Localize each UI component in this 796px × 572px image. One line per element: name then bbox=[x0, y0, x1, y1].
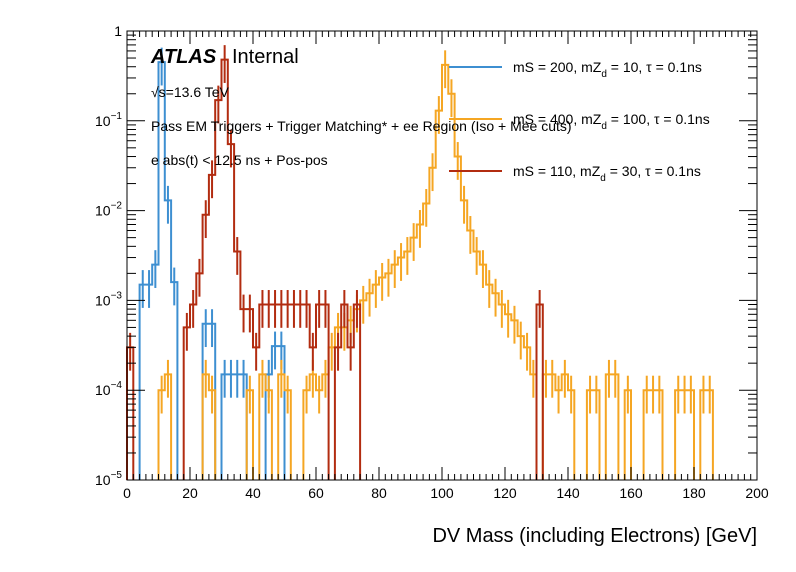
legend-entry-1: mS = 200, mZd = 10, τ = 0.1ns bbox=[449, 59, 702, 80]
x-tick-label: 100 bbox=[430, 485, 454, 501]
y-tick-label: 10−2 bbox=[95, 201, 122, 219]
y-tick-label: 10−3 bbox=[95, 290, 122, 308]
x-tick-label: 60 bbox=[308, 485, 324, 501]
y-tick-label: 10−1 bbox=[95, 111, 122, 129]
legend: mS = 200, mZd = 10, τ = 0.1ns mS = 400, m… bbox=[449, 59, 710, 184]
y-axis: 1 10−1 10−2 10−3 10−4 10−5 bbox=[95, 23, 757, 488]
atlas-logo-text: ATLAS bbox=[150, 46, 217, 68]
legend-label: mS = 200, mZd = 10, τ = 0.1ns bbox=[513, 59, 702, 80]
series-2 bbox=[157, 50, 714, 480]
legend-label: mS = 400, mZd = 100, τ = 0.1ns bbox=[513, 111, 710, 132]
x-tick-label: 40 bbox=[245, 485, 261, 501]
x-tick-label: 0 bbox=[123, 485, 131, 501]
x-tick-label: 200 bbox=[745, 485, 769, 501]
y-tick-label: 1 bbox=[114, 23, 122, 39]
internal-label: Internal bbox=[232, 46, 299, 68]
y-tick-label: 10−4 bbox=[95, 380, 122, 398]
x-tick-label: 80 bbox=[371, 485, 387, 501]
selection-label-1: Pass EM Triggers + Trigger Matching* + e… bbox=[151, 118, 572, 134]
selection-label-2: e abs(t) < 12.5 ns + Pos-pos bbox=[151, 152, 328, 168]
series-1-histogram bbox=[138, 61, 286, 480]
x-tick-label: 120 bbox=[493, 485, 517, 501]
x-axis-label: DV Mass (including Electrons) [GeV] bbox=[432, 525, 757, 547]
atlas-label: ATLAS Internal bbox=[150, 46, 299, 68]
energy-label: √s=13.6 TeV bbox=[151, 84, 230, 100]
x-tick-label: 180 bbox=[682, 485, 706, 501]
x-tick-label: 140 bbox=[556, 485, 580, 501]
x-tick-label: 20 bbox=[182, 485, 198, 501]
legend-entry-3: mS = 110, mZd = 30, τ = 0.1ns bbox=[449, 163, 701, 184]
legend-label: mS = 110, mZd = 30, τ = 0.1ns bbox=[513, 163, 701, 184]
x-tick-label: 160 bbox=[619, 485, 643, 501]
y-tick-label: 10−5 bbox=[95, 470, 122, 488]
x-axis: 0 20 40 60 80 100 120 140 160 180 200 bbox=[123, 31, 769, 501]
legend-entry-2: mS = 400, mZd = 100, τ = 0.1ns bbox=[449, 111, 710, 132]
